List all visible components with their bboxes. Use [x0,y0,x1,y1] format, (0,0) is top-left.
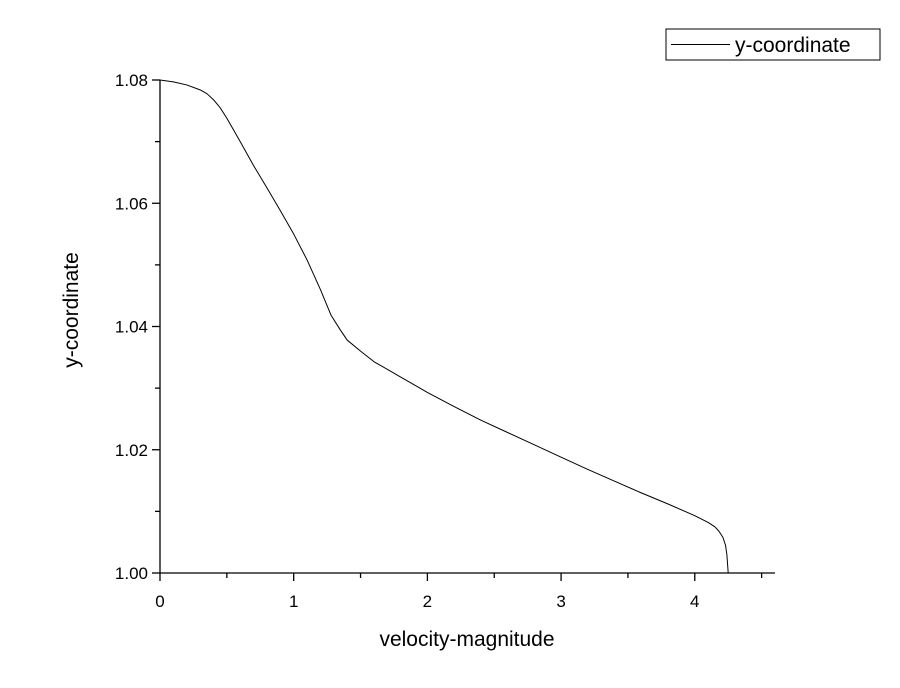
axes [159,80,775,574]
x-tick-label: 3 [556,592,565,611]
y-tick-label: 1.06 [115,194,148,213]
y-tick-label: 1.08 [115,71,148,90]
x-tick-label: 4 [690,592,699,611]
series-line-y-coordinate [159,79,729,574]
legend: y-coordinate [665,28,881,61]
x-axis-title: velocity-magnitude [379,628,554,651]
legend-label: y-coordinate [735,34,851,57]
y-tick-label: 1.04 [115,318,148,337]
y-ticks: 1.00 1.02 1.04 1.06 1.08 [115,71,160,583]
x-tick-label: 1 [289,592,298,611]
y-tick-label: 1.00 [115,564,148,583]
x-tick-label: 0 [155,592,164,611]
x-ticks: 0 1 2 3 4 [155,573,763,611]
x-tick-label: 2 [423,592,432,611]
series-layer [159,79,729,574]
y-tick-label: 1.02 [115,441,148,460]
y-axis-title: y-coordinate [60,252,83,368]
